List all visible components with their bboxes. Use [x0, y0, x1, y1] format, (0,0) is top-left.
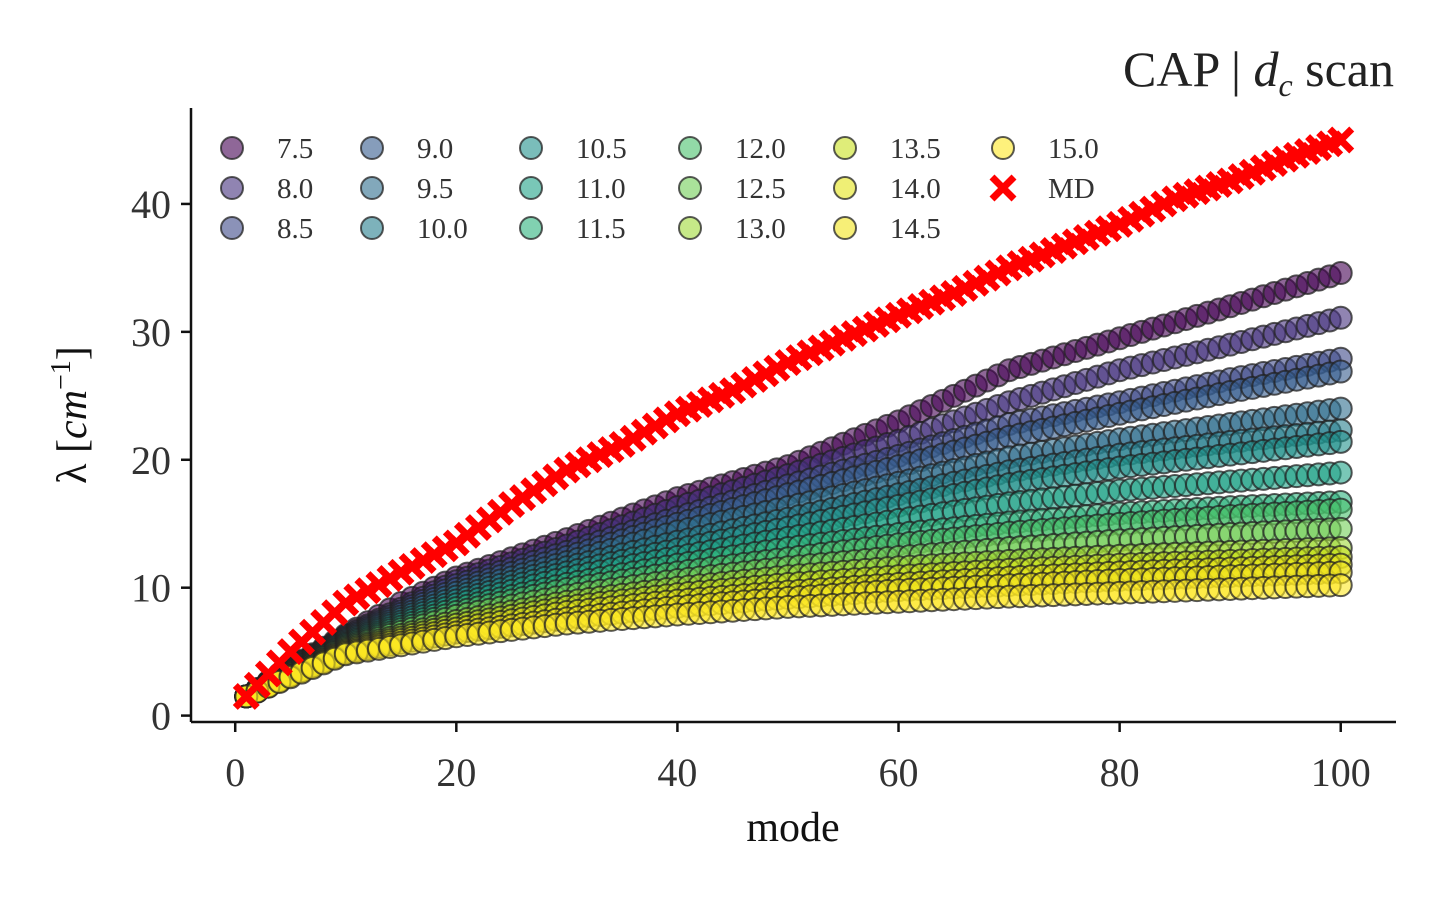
- legend-marker: [833, 136, 857, 160]
- axes: [189, 108, 1396, 724]
- legend-label: 8.5: [277, 213, 313, 245]
- plot-area: [232, 126, 1355, 710]
- chart-title: CAP | dc scan: [1123, 41, 1394, 103]
- x-axis-label: mode: [746, 805, 839, 851]
- legend-marker: [678, 216, 702, 240]
- y-ticks: 0 10 20 30 40: [131, 182, 191, 739]
- legend-marker: [833, 216, 857, 240]
- legend-item-9.0: 9.0: [360, 133, 453, 165]
- x-tick-label: 40: [657, 750, 697, 795]
- data-point: [1328, 429, 1353, 454]
- data-point: [1328, 460, 1353, 485]
- legend-marker: [360, 136, 384, 160]
- legend-label: 8.0: [277, 173, 313, 205]
- y-tick-label: 40: [131, 182, 171, 227]
- legend-label: 10.0: [417, 213, 468, 245]
- legend-item-11.0: 11.0: [519, 173, 626, 205]
- legend-marker: [519, 136, 543, 160]
- legend-label: MD: [1048, 173, 1095, 205]
- legend-label: 12.0: [735, 133, 786, 165]
- y-tick-label: 20: [131, 438, 171, 483]
- data-point: [1328, 359, 1353, 384]
- legend-label: 12.5: [735, 173, 786, 205]
- data-point: [1328, 305, 1353, 330]
- legend-label: 9.0: [417, 133, 453, 165]
- legend-item-8.0: 8.0: [220, 173, 313, 205]
- legend-marker: [678, 176, 702, 200]
- legend-marker: [220, 176, 244, 200]
- legend-label: 10.5: [576, 133, 627, 165]
- series-MD: [232, 126, 1355, 710]
- legend-item-10.5: 10.5: [519, 133, 627, 165]
- x-ticks: 0 20 40 60 80 100: [225, 722, 1371, 795]
- legend-item-8.5: 8.5: [220, 213, 313, 245]
- legend-item-MD: MD: [989, 173, 1095, 205]
- legend-marker: [360, 216, 384, 240]
- y-tick-label: 30: [131, 310, 171, 355]
- legend-item-14.0: 14.0: [833, 173, 941, 205]
- legend-label: 14.0: [890, 173, 941, 205]
- legend-marker: [220, 216, 244, 240]
- legend-item-10.0: 10.0: [360, 213, 468, 245]
- data-point: [1328, 396, 1353, 421]
- legend-item-14.5: 14.5: [833, 213, 941, 245]
- x-tick-label: 80: [1100, 750, 1140, 795]
- legend-item-11.5: 11.5: [519, 213, 626, 245]
- legend-marker: [833, 176, 857, 200]
- legend-item-7.5: 7.5: [220, 133, 313, 165]
- legend-label: 13.5: [890, 133, 941, 165]
- x-tick-label: 0: [225, 750, 245, 795]
- legend-item-13.0: 13.0: [678, 213, 786, 245]
- legend-marker: [220, 136, 244, 160]
- x-tick-label: 60: [879, 750, 919, 795]
- legend-label: 15.0: [1048, 133, 1099, 165]
- legend-marker: [519, 176, 543, 200]
- legend-item-12.5: 12.5: [678, 173, 786, 205]
- legend-label: 14.5: [890, 213, 941, 245]
- data-point: [1328, 573, 1353, 598]
- legend-marker: [519, 216, 543, 240]
- legend-item-13.5: 13.5: [833, 133, 941, 165]
- x-tick-label: 100: [1311, 750, 1371, 795]
- legend-item-9.5: 9.5: [360, 173, 453, 205]
- y-axis-label: λ [cm−1]: [46, 346, 96, 484]
- md-point: [1327, 126, 1355, 154]
- x-tick-label: 20: [436, 750, 476, 795]
- legend-marker: [678, 136, 702, 160]
- legend-label: 11.5: [576, 213, 626, 245]
- series-15.0: [234, 573, 1353, 709]
- data-point: [1328, 261, 1353, 286]
- legend: 7.5 8.0 8.5 9.0 9.5 10.0 10.5 11.0 11.5 12.0 12.5 1…: [220, 133, 1099, 245]
- legend-marker: [989, 174, 1017, 202]
- legend-marker: [360, 176, 384, 200]
- legend-item-15.0: 15.0: [991, 133, 1099, 165]
- legend-label: 9.5: [417, 173, 453, 205]
- y-tick-label: 10: [131, 566, 171, 611]
- y-tick-label: 0: [151, 694, 171, 739]
- legend-item-12.0: 12.0: [678, 133, 786, 165]
- legend-label: 7.5: [277, 133, 313, 165]
- legend-label: 13.0: [735, 213, 786, 245]
- legend-marker: [991, 136, 1015, 160]
- legend-label: 11.0: [576, 173, 626, 205]
